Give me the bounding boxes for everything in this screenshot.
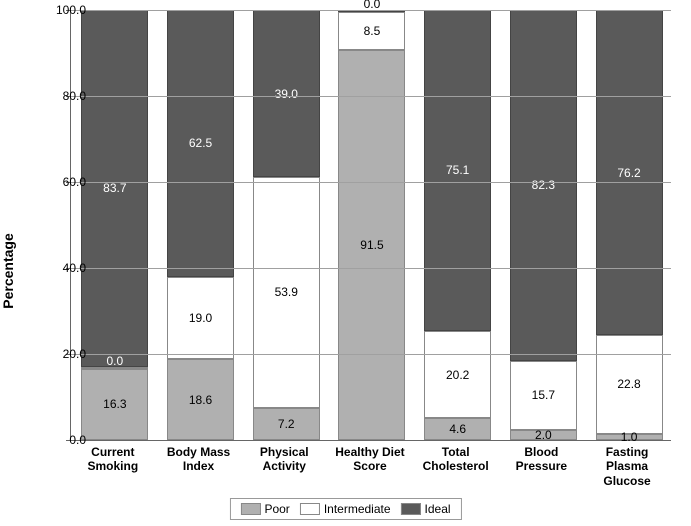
segment-value-label: 82.3 [532, 178, 555, 192]
segment-poor: 16.3 [81, 369, 148, 440]
x-axis-label: FastingPlasmaGlucose [587, 445, 667, 488]
legend: Poor Intermediate Ideal [229, 498, 461, 520]
segment-value-label: 19.0 [189, 311, 212, 325]
segment-intermediate: 20.2 [424, 331, 491, 419]
ytick-label: 100.0 [46, 3, 86, 17]
segment-ideal: 39.0 [253, 10, 320, 177]
segment-value-label: 91.5 [360, 238, 383, 252]
segment-value-label: 15.7 [532, 388, 555, 402]
x-axis-labels: CurrentSmokingBody MassIndexPhysicalActi… [70, 445, 670, 488]
x-axis-label: Healthy DietScore [330, 445, 410, 488]
swatch-ideal [401, 503, 421, 515]
swatch-intermediate [300, 503, 320, 515]
legend-item-poor: Poor [240, 502, 289, 516]
segment-poor: 18.6 [167, 359, 234, 440]
x-axis-label: TotalCholesterol [416, 445, 496, 488]
legend-label-intermediate: Intermediate [324, 502, 391, 516]
bar-group: 39.0 53.9 7.2 [253, 10, 318, 440]
segment-value-label: 4.6 [449, 422, 466, 436]
gridline [71, 96, 671, 97]
swatch-poor [240, 503, 260, 515]
ytick-label: 60.0 [46, 175, 86, 189]
x-axis-label: PhysicalActivity [244, 445, 324, 488]
legend-label-poor: Poor [264, 502, 289, 516]
segment-value-label: 2.0 [535, 428, 552, 442]
legend-item-intermediate: Intermediate [300, 502, 391, 516]
ytick-label: 80.0 [46, 89, 86, 103]
bar-group: 76.2 22.8 1.0 [596, 10, 661, 440]
x-axis-label: BloodPressure [501, 445, 581, 488]
ytick-label: 0.0 [46, 433, 86, 447]
x-axis-label: CurrentSmoking [73, 445, 153, 488]
segment-ideal: 76.2 [596, 10, 663, 335]
segment-poor: 91.5 [338, 50, 405, 440]
segment-value-label: 8.5 [364, 24, 381, 38]
segment-value-label: 18.6 [189, 393, 212, 407]
legend-label-ideal: Ideal [425, 502, 451, 516]
segment-poor: 1.0 [596, 434, 663, 440]
segment-ideal: 75.1 [424, 10, 491, 331]
segment-value-label: 62.5 [189, 136, 212, 150]
bar-group: 0.08.591.5 [338, 10, 403, 440]
segment-value-label: 53.9 [275, 285, 298, 299]
segment-ideal: 62.5 [167, 10, 234, 277]
segment-value-label: 0.0 [107, 354, 124, 368]
segment-value-label: 75.1 [446, 163, 469, 177]
segment-ideal: 82.3 [510, 10, 577, 361]
gridline [71, 354, 671, 355]
segment-value-label: 20.2 [446, 368, 469, 382]
gridline [71, 268, 671, 269]
segment-intermediate: 22.8 [596, 335, 663, 434]
segment-value-label: 39.0 [275, 87, 298, 101]
ytick-label: 40.0 [46, 261, 86, 275]
y-axis-title: Percentage [0, 233, 16, 308]
segment-value-label: 83.7 [103, 181, 126, 195]
bar-group: 83.7 0.0 16.3 [81, 10, 146, 440]
segment-value-label: 76.2 [617, 166, 640, 180]
legend-item-ideal: Ideal [401, 502, 451, 516]
segment-poor: 7.2 [253, 408, 320, 441]
ytick-label: 20.0 [46, 347, 86, 361]
gridline [71, 182, 671, 183]
segment-ideal: 83.7 [81, 10, 148, 367]
bars-row: 83.7 0.0 16.3 62.5 19.0 18.6 39.0 53.9 7.2 0.0 8.5… [71, 10, 671, 440]
segment-poor: 4.6 [424, 418, 491, 440]
segment-value-label: 22.8 [617, 377, 640, 391]
segment-value-label: 1.0 [621, 430, 638, 444]
bar-group: 75.1 20.2 4.6 [424, 10, 489, 440]
bar-group: 62.5 19.0 18.6 [167, 10, 232, 440]
plot-area: 83.7 0.0 16.3 62.5 19.0 18.6 39.0 53.9 7.2 0.0 8.5… [70, 10, 671, 441]
segment-intermediate: 53.9 [253, 177, 320, 407]
x-axis-label: Body MassIndex [159, 445, 239, 488]
segment-value-label: 7.2 [278, 417, 295, 431]
segment-value-label: 16.3 [103, 397, 126, 411]
segment-poor: 2.0 [510, 430, 577, 440]
bar-group: 82.3 15.7 2.0 [510, 10, 575, 440]
gridline [71, 10, 671, 11]
segment-intermediate: 19.0 [167, 277, 234, 359]
segment-intermediate: 8.5 [338, 12, 405, 50]
stacked-bar-chart: Percentage 83.7 0.0 16.3 62.5 19.0 18.6 39.0 53… [0, 0, 691, 526]
segment-intermediate: 15.7 [510, 361, 577, 430]
